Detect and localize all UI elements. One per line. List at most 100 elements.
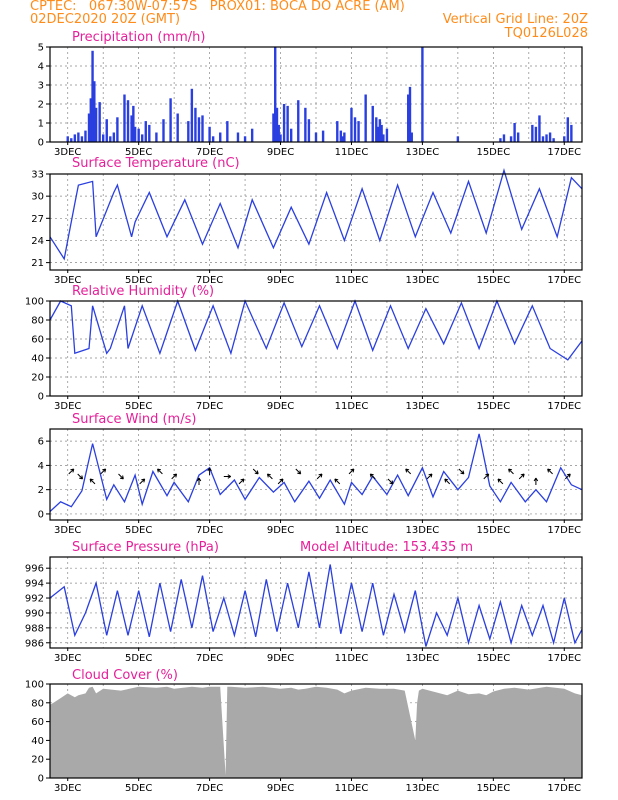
precip-bar (243, 136, 247, 142)
precip-bar (130, 115, 133, 142)
wind-direction-arrow (497, 478, 504, 485)
precip-bar (385, 128, 389, 142)
precip-bar (91, 50, 94, 142)
wind-direction-arrow (405, 468, 412, 475)
wind-frame (49, 428, 583, 521)
precip-bar (70, 138, 73, 142)
precip-bar (126, 100, 130, 142)
precip-bar (272, 113, 275, 142)
wind-ytick-label: 6 (38, 437, 44, 448)
precip-bar (123, 94, 126, 142)
temp-title: Surface Temperature (nC) (72, 156, 240, 171)
wind-ytick-label: 4 (38, 461, 44, 472)
pressure-xtick-label: 5DEC (125, 653, 152, 664)
cloud-title: Cloud Cover (%) (72, 668, 178, 683)
precip-bar (105, 119, 108, 142)
wind-xtick-label: 15DEC (476, 525, 510, 536)
wind-direction-arrow (316, 473, 323, 480)
precip-bar (321, 130, 325, 142)
precip-bar (382, 134, 385, 142)
precip-bar (357, 121, 360, 142)
precip-bar (133, 126, 137, 142)
precip-bar (190, 88, 194, 142)
cloud-xtick-label: 17DEC (547, 783, 581, 794)
precip-bar (499, 138, 502, 142)
precip-bar (162, 119, 165, 142)
precip-bar (275, 107, 279, 142)
precip-xtick-label: 3DEC (54, 147, 81, 158)
wind-direction-arrow (238, 478, 245, 485)
precip-bar (144, 121, 147, 142)
pressure-xtick-label: 7DEC (196, 653, 223, 664)
precip-bar (211, 136, 215, 142)
precip-bar (279, 134, 282, 142)
wind-direction-arrow (223, 474, 232, 479)
cloud-xtick-label: 9DEC (267, 783, 294, 794)
precip-bar (102, 134, 105, 142)
precip-bar (456, 136, 460, 142)
temp-xtick-label: 15DEC (476, 275, 510, 286)
rh-xtick-label: 15DEC (476, 401, 510, 412)
precip-ytick-label: 4 (38, 62, 44, 73)
precip-bar (116, 117, 119, 142)
wind-direction-arrow (118, 473, 124, 480)
temp-series-line (49, 167, 583, 261)
wind-direction-arrow (252, 468, 259, 475)
precip-bar (277, 124, 280, 142)
rh-xtick-label: 5DEC (125, 401, 152, 412)
precip-bar (380, 124, 383, 142)
precip-bar (66, 136, 69, 142)
precip-bar (343, 132, 346, 142)
pressure-xtick-label: 3DEC (54, 653, 81, 664)
precip-bar (201, 115, 204, 142)
wind-direction-arrow (139, 478, 146, 485)
precip-bar (364, 94, 367, 142)
cloud-ytick-label: 40 (31, 736, 44, 747)
header-station-line: CPTEC: 067:30W-07:57S PROX01: BOCA DO AC… (30, 0, 405, 14)
precip-bar (350, 107, 353, 142)
precip-bar (502, 134, 506, 142)
rh-series-line (49, 299, 583, 361)
precip-bar (141, 134, 144, 142)
precip-bar (155, 132, 158, 142)
precip-bar (375, 117, 378, 142)
cloud-area (50, 686, 582, 778)
wind-direction-arrow (196, 477, 202, 485)
pressure-title: Surface Pressure (hPa) (72, 540, 219, 555)
wind-direction-arrow (483, 473, 490, 480)
header-model-id: TQ0126L028 (504, 26, 588, 41)
wind-direction-arrow (533, 477, 539, 485)
precip-bar (353, 117, 357, 142)
temp-xtick-label: 3DEC (54, 275, 81, 286)
wind-direction-arrow (266, 473, 273, 480)
precip-bar (226, 121, 229, 142)
pressure-xtick-label: 15DEC (476, 653, 510, 664)
pressure-xtick-label: 13DEC (406, 653, 440, 664)
precip-bar (421, 47, 424, 142)
pressure-ytick-label: 988 (25, 623, 44, 634)
precip-ytick-label: 5 (38, 43, 44, 54)
pressure-ytick-label: 992 (25, 594, 44, 605)
rh-xtick-label: 11DEC (335, 401, 369, 412)
wind-xtick-label: 11DEC (335, 525, 369, 536)
precip-bar (410, 132, 413, 142)
precip-bar (336, 121, 339, 142)
wind-direction-arrow (348, 468, 355, 475)
precip-bar (176, 113, 179, 142)
precip-bar (516, 132, 520, 142)
temp-ytick-label: 30 (31, 192, 44, 203)
precip-bar (548, 132, 552, 142)
precip-xtick-label: 11DEC (335, 147, 369, 158)
precip-bar (541, 136, 545, 142)
cloud-ytick-label: 20 (31, 755, 44, 766)
wind-title: Surface Wind (m/s) (72, 412, 196, 427)
wind-xtick-label: 9DEC (267, 525, 294, 536)
precip-bar (109, 136, 112, 142)
wind-series-line (49, 433, 583, 512)
precip-bar (339, 130, 343, 142)
temp-xtick-label: 7DEC (196, 275, 223, 286)
cloud-ytick-label: 80 (31, 698, 44, 709)
rh-xtick-label: 13DEC (406, 401, 440, 412)
precip-bar (563, 136, 566, 142)
temp-xtick-label: 9DEC (267, 275, 294, 286)
